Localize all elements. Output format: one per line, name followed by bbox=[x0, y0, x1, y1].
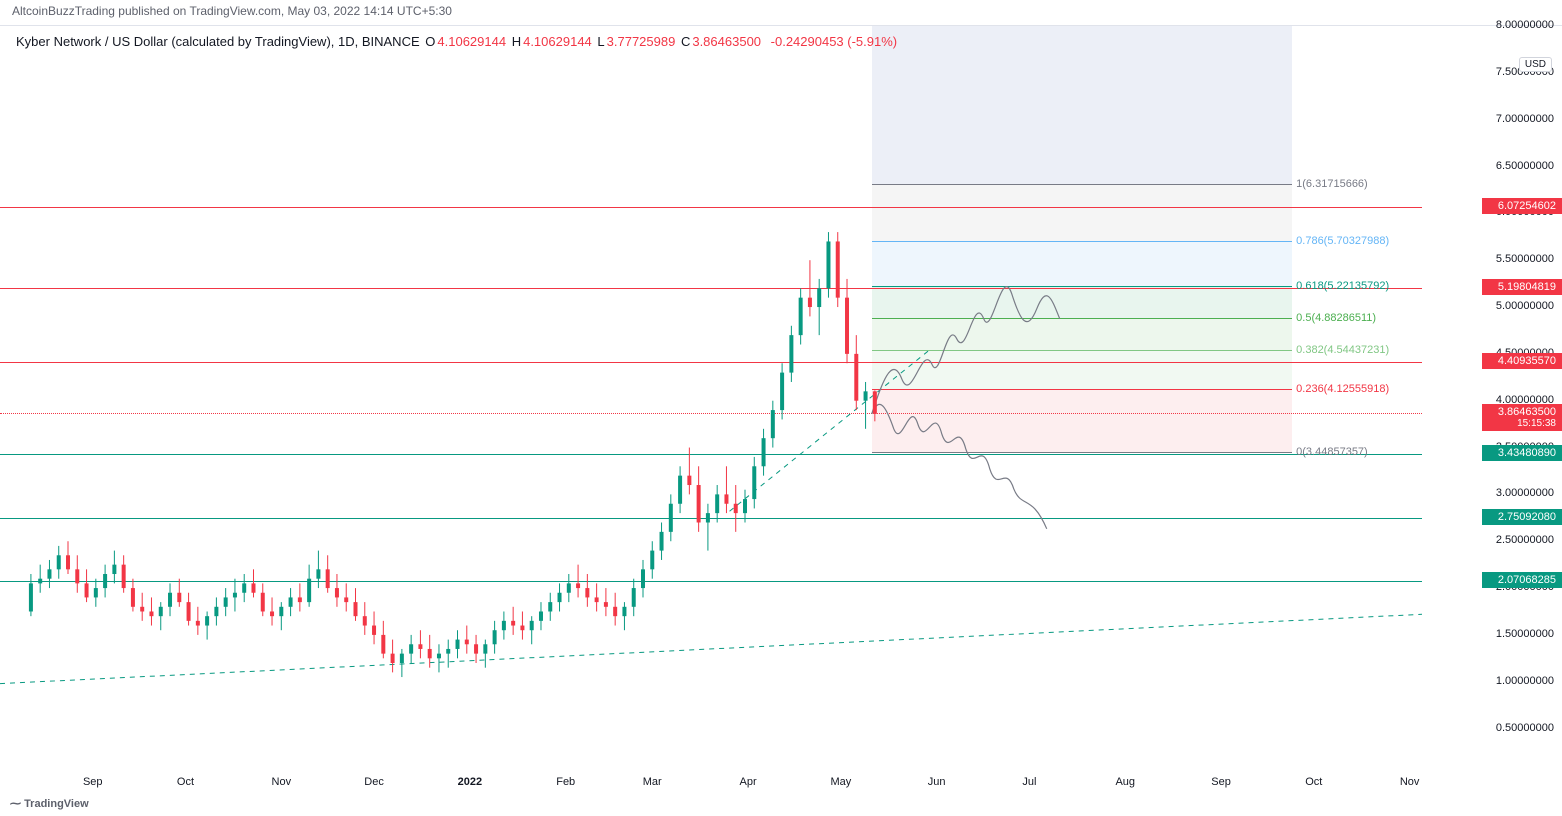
ohlc-h-label: H bbox=[512, 34, 521, 49]
x-axis[interactable]: Sep Oct Nov Dec 2022 Feb Mar Apr May Jun Jul Aug Sep… bbox=[0, 772, 1422, 796]
x-tick-label: Jul bbox=[1022, 776, 1036, 788]
x-tick-label: Mar bbox=[643, 776, 662, 788]
x-tick-label: Sep bbox=[1211, 776, 1231, 788]
ohlc-c-label: C bbox=[681, 34, 690, 49]
ohlc-high: 4.10629144 bbox=[523, 34, 592, 49]
ohlc-l-label: L bbox=[597, 34, 604, 49]
y-axis[interactable]: 8.000000007.500000007.000000006.50000000… bbox=[1422, 26, 1562, 752]
x-tick-label: 2022 bbox=[458, 776, 482, 788]
price-axis-badge: 6.07254602 bbox=[1482, 198, 1562, 214]
currency-badge: USD bbox=[1519, 57, 1552, 72]
x-tick-label: Apr bbox=[740, 776, 757, 788]
y-tick-label: 0.50000000 bbox=[1434, 722, 1554, 734]
x-tick-label: Aug bbox=[1115, 776, 1135, 788]
price-axis-badge: 3.43480890 bbox=[1482, 445, 1562, 461]
x-tick-label: Oct bbox=[1305, 776, 1322, 788]
x-tick-label: May bbox=[830, 776, 851, 788]
symbol-info: Kyber Network / US Dollar (calculated by… bbox=[16, 34, 897, 49]
price-axis-badge: 4.40935570 bbox=[1482, 353, 1562, 369]
plot-area[interactable]: 1(6.31715666)0.786(5.70327988)0.618(5.22… bbox=[0, 26, 1422, 752]
price-axis-badge: 5.19804819 bbox=[1482, 279, 1562, 295]
chart-container: Kyber Network / US Dollar (calculated by… bbox=[0, 26, 1562, 816]
publish-text: AltcoinBuzzTrading published on TradingV… bbox=[12, 4, 452, 18]
y-tick-label: 6.50000000 bbox=[1434, 160, 1554, 172]
y-tick-label: 8.00000000 bbox=[1434, 19, 1554, 31]
x-tick-label: Sep bbox=[83, 776, 103, 788]
tradingview-logo: ⁓ TradingView bbox=[10, 797, 89, 810]
x-tick-label: Oct bbox=[177, 776, 194, 788]
x-tick-label: Feb bbox=[556, 776, 575, 788]
y-tick-label: 5.50000000 bbox=[1434, 253, 1554, 265]
ohlc-open: 4.10629144 bbox=[437, 34, 506, 49]
x-tick-label: Nov bbox=[272, 776, 292, 788]
y-tick-label: 7.00000000 bbox=[1434, 113, 1554, 125]
price-axis-badge: 2.07068285 bbox=[1482, 572, 1562, 588]
publish-header: AltcoinBuzzTrading published on TradingV… bbox=[0, 0, 1562, 26]
y-tick-label: 1.50000000 bbox=[1434, 628, 1554, 640]
price-axis-badge: 3.8646350015:15:38 bbox=[1482, 404, 1562, 431]
x-tick-label: Jun bbox=[928, 776, 946, 788]
y-tick-label: 2.50000000 bbox=[1434, 534, 1554, 546]
x-tick-label: Nov bbox=[1400, 776, 1420, 788]
ohlc-o-label: O bbox=[425, 34, 435, 49]
price-axis-badge: 2.75092080 bbox=[1482, 509, 1562, 525]
x-tick-label: Dec bbox=[364, 776, 384, 788]
y-tick-label: 1.00000000 bbox=[1434, 675, 1554, 687]
candlestick-series[interactable] bbox=[0, 26, 1422, 752]
ohlc-close: 3.86463500 bbox=[692, 34, 761, 49]
y-tick-label: 5.00000000 bbox=[1434, 300, 1554, 312]
symbol-name: Kyber Network / US Dollar (calculated by… bbox=[16, 34, 420, 49]
ohlc-change: -0.24290453 (-5.91%) bbox=[771, 34, 897, 49]
y-tick-label: 3.00000000 bbox=[1434, 487, 1554, 499]
ohlc-low: 3.77725989 bbox=[607, 34, 676, 49]
